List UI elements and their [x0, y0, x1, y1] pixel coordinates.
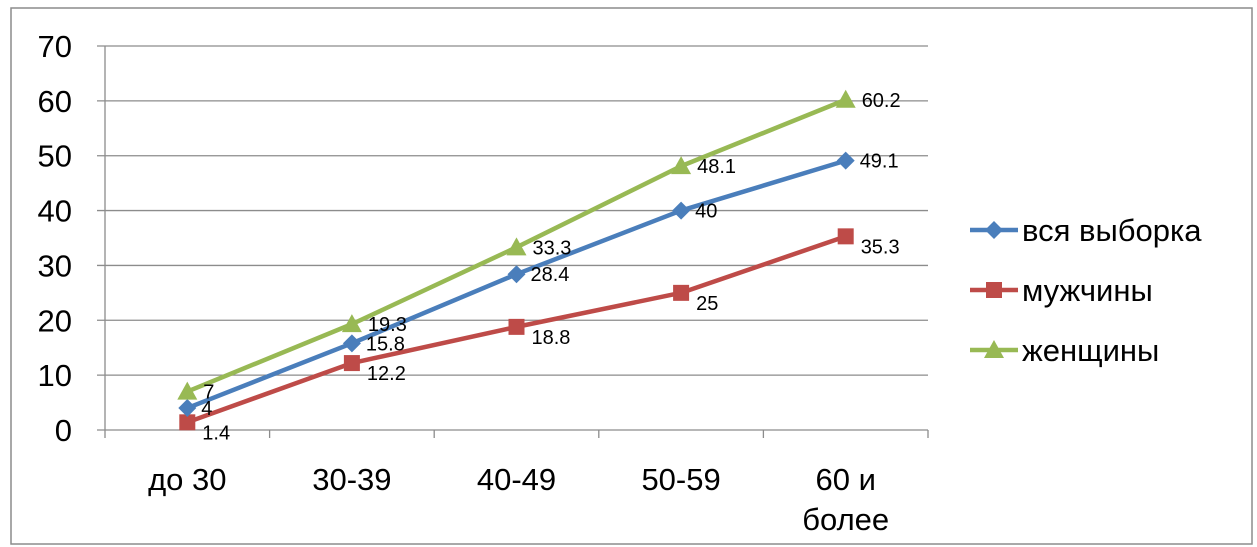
- data-point: [671, 156, 692, 175]
- gridlines: [97, 45, 928, 376]
- x-tick-label: 40-49: [477, 462, 556, 497]
- axes: 0 10 20 30 40 50 60 70 до 30 30-39 40-49 50-59 60 и б…: [38, 29, 929, 537]
- legend-marker: [986, 282, 1002, 298]
- data-point: [837, 228, 854, 245]
- data-point: [836, 151, 855, 170]
- legend-label: вся выборка: [1022, 213, 1202, 248]
- data-point: [835, 89, 856, 108]
- data-label: 12.2: [367, 363, 406, 385]
- data-point: [178, 399, 197, 418]
- data-point: [672, 201, 691, 220]
- series: [177, 89, 856, 431]
- data-label: 60.2: [862, 90, 901, 112]
- data-label: 1.4: [202, 422, 230, 444]
- y-tick-label: 70: [38, 29, 72, 64]
- data-label: 19.3: [368, 314, 407, 336]
- legend-label: женщины: [1022, 333, 1159, 368]
- legend-marker: [984, 340, 1004, 358]
- y-tick-label: 60: [38, 84, 72, 119]
- y-tick-label: 0: [55, 413, 72, 448]
- x-tick-label: более: [802, 502, 889, 537]
- data-point: [508, 318, 525, 335]
- data-point: [179, 414, 196, 431]
- data-label: 25: [696, 293, 718, 315]
- data-label: 33.3: [533, 237, 572, 259]
- legend: вся выборка мужчины женщины: [970, 213, 1202, 368]
- data-point: [507, 265, 526, 284]
- legend-label: мужчины: [1022, 273, 1153, 308]
- data-point: [343, 355, 360, 372]
- x-tick-label: 50-59: [641, 462, 720, 497]
- data-label: 7: [203, 382, 214, 404]
- data-label: 18.8: [532, 327, 571, 349]
- data-label: 15.8: [366, 333, 405, 355]
- data-point: [177, 381, 198, 400]
- y-tick-label: 10: [38, 358, 72, 393]
- data-label: 49.1: [860, 151, 899, 173]
- data-point: [342, 334, 361, 353]
- data-point: [341, 314, 362, 333]
- y-tick-label: 20: [38, 303, 72, 338]
- chart-border: [10, 7, 1253, 545]
- data-label: 4: [201, 398, 212, 420]
- data-label: 48.1: [697, 156, 736, 178]
- legend-marker: [985, 221, 1003, 239]
- data-labels: 4 15.8 28.4 40 49.1 1.4 12.2 18.8 25 35.3 7 19.3 33.…: [201, 90, 900, 445]
- data-point: [673, 284, 690, 301]
- data-point: [506, 237, 527, 256]
- data-label: 28.4: [531, 264, 570, 286]
- x-tick-label: 30-39: [312, 462, 391, 497]
- y-tick-label: 50: [38, 139, 72, 174]
- y-tick-label: 40: [38, 194, 72, 229]
- data-label: 40: [695, 201, 717, 223]
- y-tick-label: 30: [38, 248, 72, 283]
- x-tick-label: до 30: [148, 462, 226, 497]
- x-tick-label: 60 и: [815, 462, 875, 497]
- data-label: 35.3: [861, 236, 900, 258]
